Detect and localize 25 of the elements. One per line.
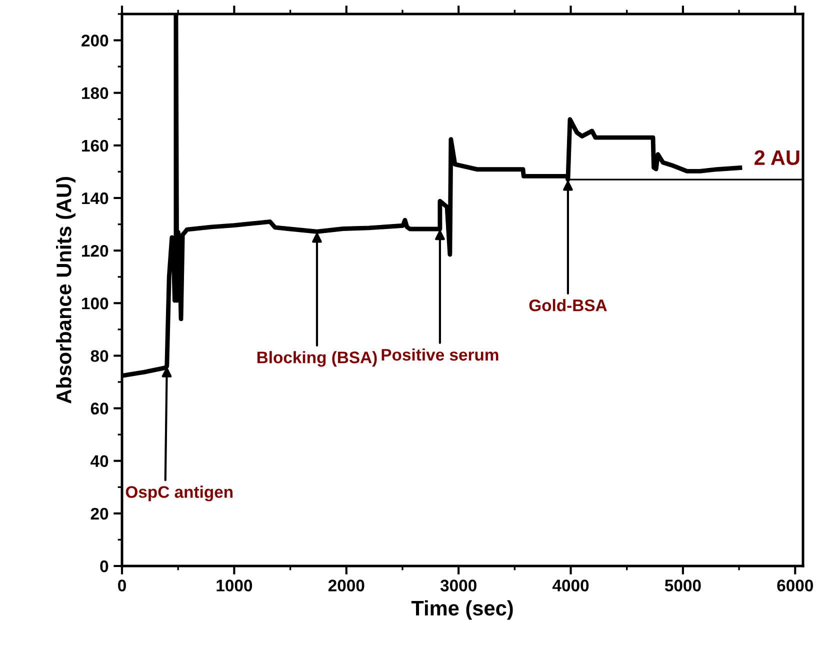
annotation: Positive serum (382, 348, 498, 361)
y-tick-label: 0 (100, 560, 108, 572)
y-tick-label: 20 (90, 508, 108, 520)
y-tick-label: 120 (82, 244, 108, 257)
y-tick-label: 100 (82, 298, 108, 310)
y-axis-title: Absorbance Units (AU) (56, 177, 76, 404)
annotation: Blocking (BSA) (257, 351, 377, 367)
x-tick-label: 6000 (777, 580, 814, 592)
y-tick-label: 140 (82, 192, 108, 204)
x-tick-label: 4000 (552, 580, 589, 592)
y-tick-label: 200 (82, 34, 108, 46)
y-tick-label: 40 (90, 455, 108, 468)
annotation: Gold-BSA (529, 299, 607, 312)
x-tick-label: 1000 (216, 580, 252, 592)
annotation: OspC antigen (126, 486, 233, 502)
x-tick-label: 0 (118, 580, 126, 592)
y-tick-label: 60 (90, 402, 108, 414)
y-tick-label: 160 (82, 140, 108, 152)
x-tick-label: 3000 (440, 580, 476, 592)
x-axis-title: Time (sec) (411, 600, 513, 620)
x-tick-label: 2000 (328, 580, 364, 592)
y-tick-label: 80 (90, 350, 108, 362)
y-tick-label: 180 (82, 87, 108, 100)
annotation: 2 AU (754, 150, 800, 166)
x-tick-label: 5000 (664, 580, 701, 592)
